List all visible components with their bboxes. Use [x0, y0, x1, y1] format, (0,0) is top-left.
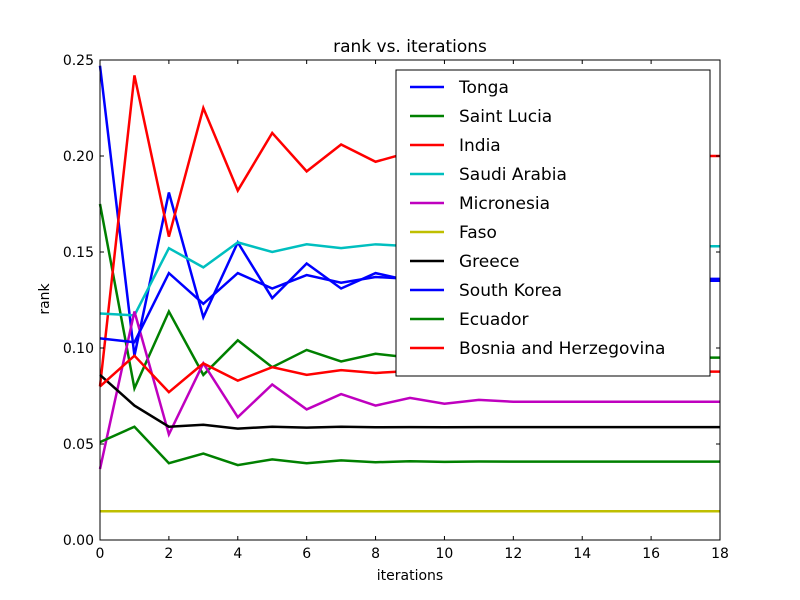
- y-tick-label: 0.25: [63, 53, 94, 69]
- y-tick-label: 0.10: [63, 341, 94, 357]
- legend-label-saint-lucia: Saint Lucia: [459, 107, 552, 127]
- legend-label-ecuador: Ecuador: [459, 310, 528, 330]
- legend-label-micronesia: Micronesia: [459, 194, 550, 214]
- y-tick-label: 0.00: [63, 533, 94, 549]
- x-tick-label: 14: [573, 546, 591, 562]
- x-tick-label: 2: [164, 546, 173, 562]
- legend-label-saudi-arabia: Saudi Arabia: [459, 165, 567, 185]
- x-tick-label: 16: [642, 546, 660, 562]
- series-line-greece: [99, 373, 720, 430]
- y-tick-label: 0.15: [63, 245, 94, 261]
- legend-label-greece: Greece: [459, 252, 520, 272]
- legend-label-tonga: Tonga: [458, 78, 509, 98]
- y-tick-label: 0.05: [63, 437, 94, 453]
- x-tick-label: 12: [504, 546, 522, 562]
- plot-frame: [99, 59, 721, 541]
- legend: Tonga Saint Lucia India Saudi Arabia Microne…: [395, 69, 711, 377]
- x-tick-label: 8: [371, 546, 380, 562]
- legend-box: [395, 69, 711, 377]
- x-tick-label: 0: [96, 546, 105, 562]
- y-tick-label: 0.20: [63, 149, 94, 165]
- chart-title: rank vs. iterations: [333, 37, 487, 57]
- x-axis-label: iterations: [377, 568, 443, 584]
- legend-label-south-korea: South Korea: [459, 281, 562, 301]
- x-tick-label: 6: [302, 546, 311, 562]
- legend-label-faso: Faso: [459, 223, 497, 243]
- series-line-ecuador: [99, 425, 720, 467]
- y-axis-label: rank: [37, 282, 53, 314]
- legend-label-india: India: [459, 136, 501, 156]
- legend-label-bosnia-and-herzegovina: Bosnia and Herzegovina: [459, 339, 665, 359]
- axis-ticks: 0 2 4 6 8 10 12 14 16 18 0.00 0.05 0.10 0.15 0.20 0.25: [63, 53, 729, 562]
- x-tick-label: 10: [436, 546, 454, 562]
- x-tick-label: 18: [711, 546, 729, 562]
- x-tick-label: 4: [233, 546, 242, 562]
